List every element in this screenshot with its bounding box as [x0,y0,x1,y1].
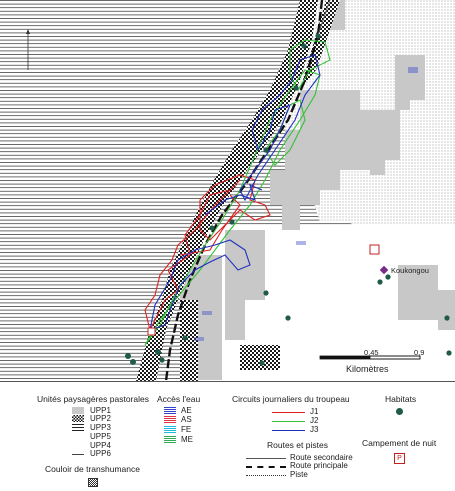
circuit-j1-path-1 [144,179,241,332]
legend-upp1-label: UPP1 [90,406,111,415]
legend-j3-swatch [272,430,305,431]
habitat-markers [125,33,452,366]
north-arrow-icon [26,29,30,70]
map-canvas: Koukongou 0,45 0,9 Kilomètres [0,0,455,381]
legend-j3-label: J3 [310,425,319,434]
legend-fe-swatch [164,426,176,433]
legend-corridor-swatch [88,478,98,487]
legend-piste-swatch [246,475,286,476]
legend-j2-swatch [272,421,305,422]
route-secondaire-line [317,0,331,36]
legend-route-secondaire-label: Route secondaire [290,453,353,462]
legend-ae-swatch [164,407,176,414]
legend-circuits-title: Circuits journaliers du troupeau [232,394,350,404]
legend-me-label: ME [181,435,193,444]
legend-as-swatch [164,416,176,423]
legend-route-principale-swatch [246,466,286,468]
village-marker [379,265,389,275]
legend-corridor-title: Couloir de transhumance [45,464,140,474]
circuit-j3-path-3 [204,184,263,216]
scale-label-mid: 0,45 [364,348,379,357]
legend-fe-label: FE [181,425,192,434]
circuit-j3-path-2 [239,54,321,202]
legend-upp6-swatch [72,454,84,455]
scale-label-end: 0,9 [414,348,424,357]
circuit-j1-path-3 [179,194,241,256]
legend-panel: Unités paysagères pastorales UPP1 UPP2 U… [0,381,455,491]
legend-ae-label: AE [181,406,192,415]
legend-camp-icon: P [394,453,405,464]
water-points [194,67,418,341]
legend-habitats-title: Habitats [385,394,417,404]
legend-as-label: AS [181,415,192,424]
legend-route-secondaire-swatch [246,458,286,459]
legend-route-principale-label: Route principale [290,461,348,470]
legend-camp-title: Campement de nuit [362,438,437,448]
scale-unit-label: Kilomètres [346,364,389,374]
landscape-upp2-strip [300,0,340,90]
village-label: Koukongou [391,266,429,275]
legend-piste-label: Piste [290,470,308,479]
legend-j1-swatch [272,412,305,413]
legend-upp3-swatch [72,424,84,431]
legend-upp4-label: UPP4 [90,441,111,450]
legend-upp2-swatch [72,415,84,422]
legend-water-title: Accès l'eau [157,394,201,404]
legend-upp2-label: UPP2 [90,414,111,423]
campement-markers [147,244,380,336]
legend-upp1-swatch [72,407,84,414]
legend-me-swatch [164,436,176,443]
legend-upp6-label: UPP6 [90,449,111,458]
landscape-upp2-south [180,300,198,381]
landscape-upp2-patch [240,345,280,370]
circuit-j1-path-2 [199,174,271,241]
legend-habitat-icon [396,408,403,415]
legend-roads-title: Routes et pistes [267,440,328,450]
legend-j2-label: J2 [310,416,319,425]
circuit-j3-path-1 [149,239,251,331]
legend-j1-label: J1 [310,407,319,416]
legend-upp3-label: UPP3 [90,423,111,432]
legend-upp5-label: UPP5 [90,432,111,441]
legend-landscape-title: Unités paysagères pastorales [37,394,149,404]
scale-bar [319,355,421,360]
circuit-j2-path-2 [289,39,331,92]
